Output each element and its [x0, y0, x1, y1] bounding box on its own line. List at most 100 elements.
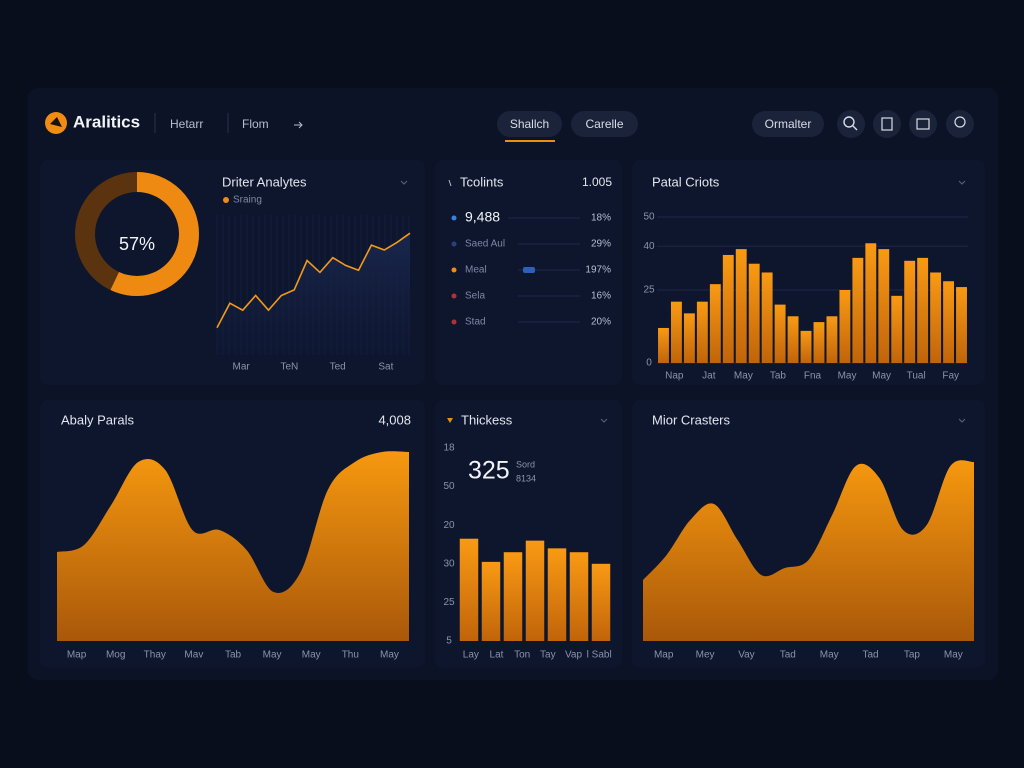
bar [774, 304, 786, 363]
action-label[interactable]: Ormalter [765, 117, 812, 131]
x-axis-label: May [734, 371, 753, 382]
row-label: Meal [465, 265, 487, 276]
bar [748, 263, 760, 363]
card-title: Thickess [461, 412, 513, 427]
x-axis-label: Tap [904, 650, 921, 661]
tab-label[interactable]: Shallch [510, 117, 549, 131]
x-axis-label: Mav [184, 650, 203, 661]
bar [904, 260, 916, 363]
x-axis-label: Map [654, 650, 674, 661]
y-axis-label: 30 [443, 558, 455, 569]
search-icon [852, 125, 858, 131]
x-axis-label: Ton [514, 650, 530, 661]
bar [459, 538, 479, 641]
card-title: Tcolints [460, 174, 504, 189]
sub-label: 8134 [516, 473, 536, 483]
bar [591, 563, 611, 641]
row-dot [451, 241, 457, 247]
x-axis-label: Lat [490, 650, 504, 661]
bar [709, 284, 721, 363]
bar [696, 301, 708, 363]
x-axis-label: May [944, 650, 963, 661]
big-number: 325 [468, 457, 510, 485]
menu-chevron[interactable] [958, 180, 966, 185]
donut-label: 57% [119, 234, 155, 254]
bar [943, 281, 955, 363]
legend-label: Sraing [233, 195, 262, 206]
bar [670, 301, 682, 363]
bar [852, 257, 864, 363]
y-tick-label: 50 [643, 212, 655, 223]
y-tick-label: 25 [643, 285, 655, 296]
report-icon [881, 117, 893, 131]
x-axis-label: Mog [106, 650, 125, 661]
menu-chevron[interactable] [958, 418, 966, 423]
bar [891, 295, 903, 363]
search-button[interactable] [837, 110, 865, 138]
row-label: Stad [465, 317, 486, 328]
x-axis-label: May [872, 371, 891, 382]
report-button[interactable] [873, 110, 901, 138]
title-marker [448, 179, 452, 187]
bar [878, 249, 890, 363]
y-tick-label: 40 [643, 241, 655, 252]
nav-arrow[interactable] [294, 121, 303, 129]
card-total: 4,008 [378, 412, 411, 427]
row-value: 197% [585, 265, 611, 276]
search-icon [843, 116, 855, 128]
row-dot [451, 319, 457, 325]
y-axis-label: 18 [443, 443, 455, 454]
x-axis-label: l Sabl [587, 650, 612, 661]
x-axis-label: Tad [863, 650, 879, 661]
row-indicator [523, 267, 535, 273]
nav-link[interactable]: Hetarr [170, 117, 203, 131]
x-axis-label: Fay [942, 371, 959, 382]
row-dot [451, 293, 457, 299]
x-axis-label: Lay [463, 650, 479, 661]
row-dot [451, 267, 457, 273]
x-axis-label: May [820, 650, 839, 661]
bar [917, 257, 929, 363]
bar [658, 327, 669, 363]
y-axis-label: 5 [446, 636, 452, 647]
x-axis-label: Tab [770, 371, 787, 382]
area [643, 460, 974, 641]
card-total: 1.005 [582, 175, 612, 189]
x-axis-label: Tab [225, 650, 242, 661]
bar [813, 322, 825, 363]
bar [826, 316, 838, 363]
card-title: Abaly Parals [61, 412, 134, 427]
row-value: 29% [591, 239, 611, 250]
nav-link[interactable]: Flom [242, 117, 269, 131]
bar [569, 552, 589, 641]
x-axis-label: May [263, 650, 282, 661]
bar [800, 330, 812, 363]
y-tick-label: 0 [646, 358, 652, 369]
x-axis-label: Sat [378, 362, 393, 373]
menu-chevron[interactable] [600, 418, 608, 423]
x-axis-label: TeN [280, 362, 298, 373]
logo-mark [50, 117, 62, 127]
x-axis-label: Thu [342, 650, 359, 661]
action-button[interactable] [752, 111, 824, 137]
x-axis-label: Tual [907, 371, 926, 382]
profile-button[interactable] [946, 110, 974, 138]
bar [735, 249, 747, 363]
tab-label[interactable]: Carelle [585, 117, 623, 131]
x-axis-label: Ted [330, 362, 346, 373]
bar [865, 243, 877, 363]
card-title: Mior Crasters [652, 412, 731, 427]
area [57, 451, 409, 641]
bar [787, 316, 799, 363]
calendar-button[interactable] [909, 110, 937, 138]
menu-chevron[interactable] [400, 180, 408, 185]
card-title: Patal Criots [652, 174, 720, 189]
row-value: 18% [591, 213, 611, 224]
row-label: 9,488 [465, 209, 500, 225]
tab[interactable] [571, 111, 638, 137]
bar [930, 272, 942, 363]
x-axis-label: Nap [665, 371, 684, 382]
x-axis-label: Thay [144, 650, 166, 661]
tab[interactable] [497, 111, 562, 137]
